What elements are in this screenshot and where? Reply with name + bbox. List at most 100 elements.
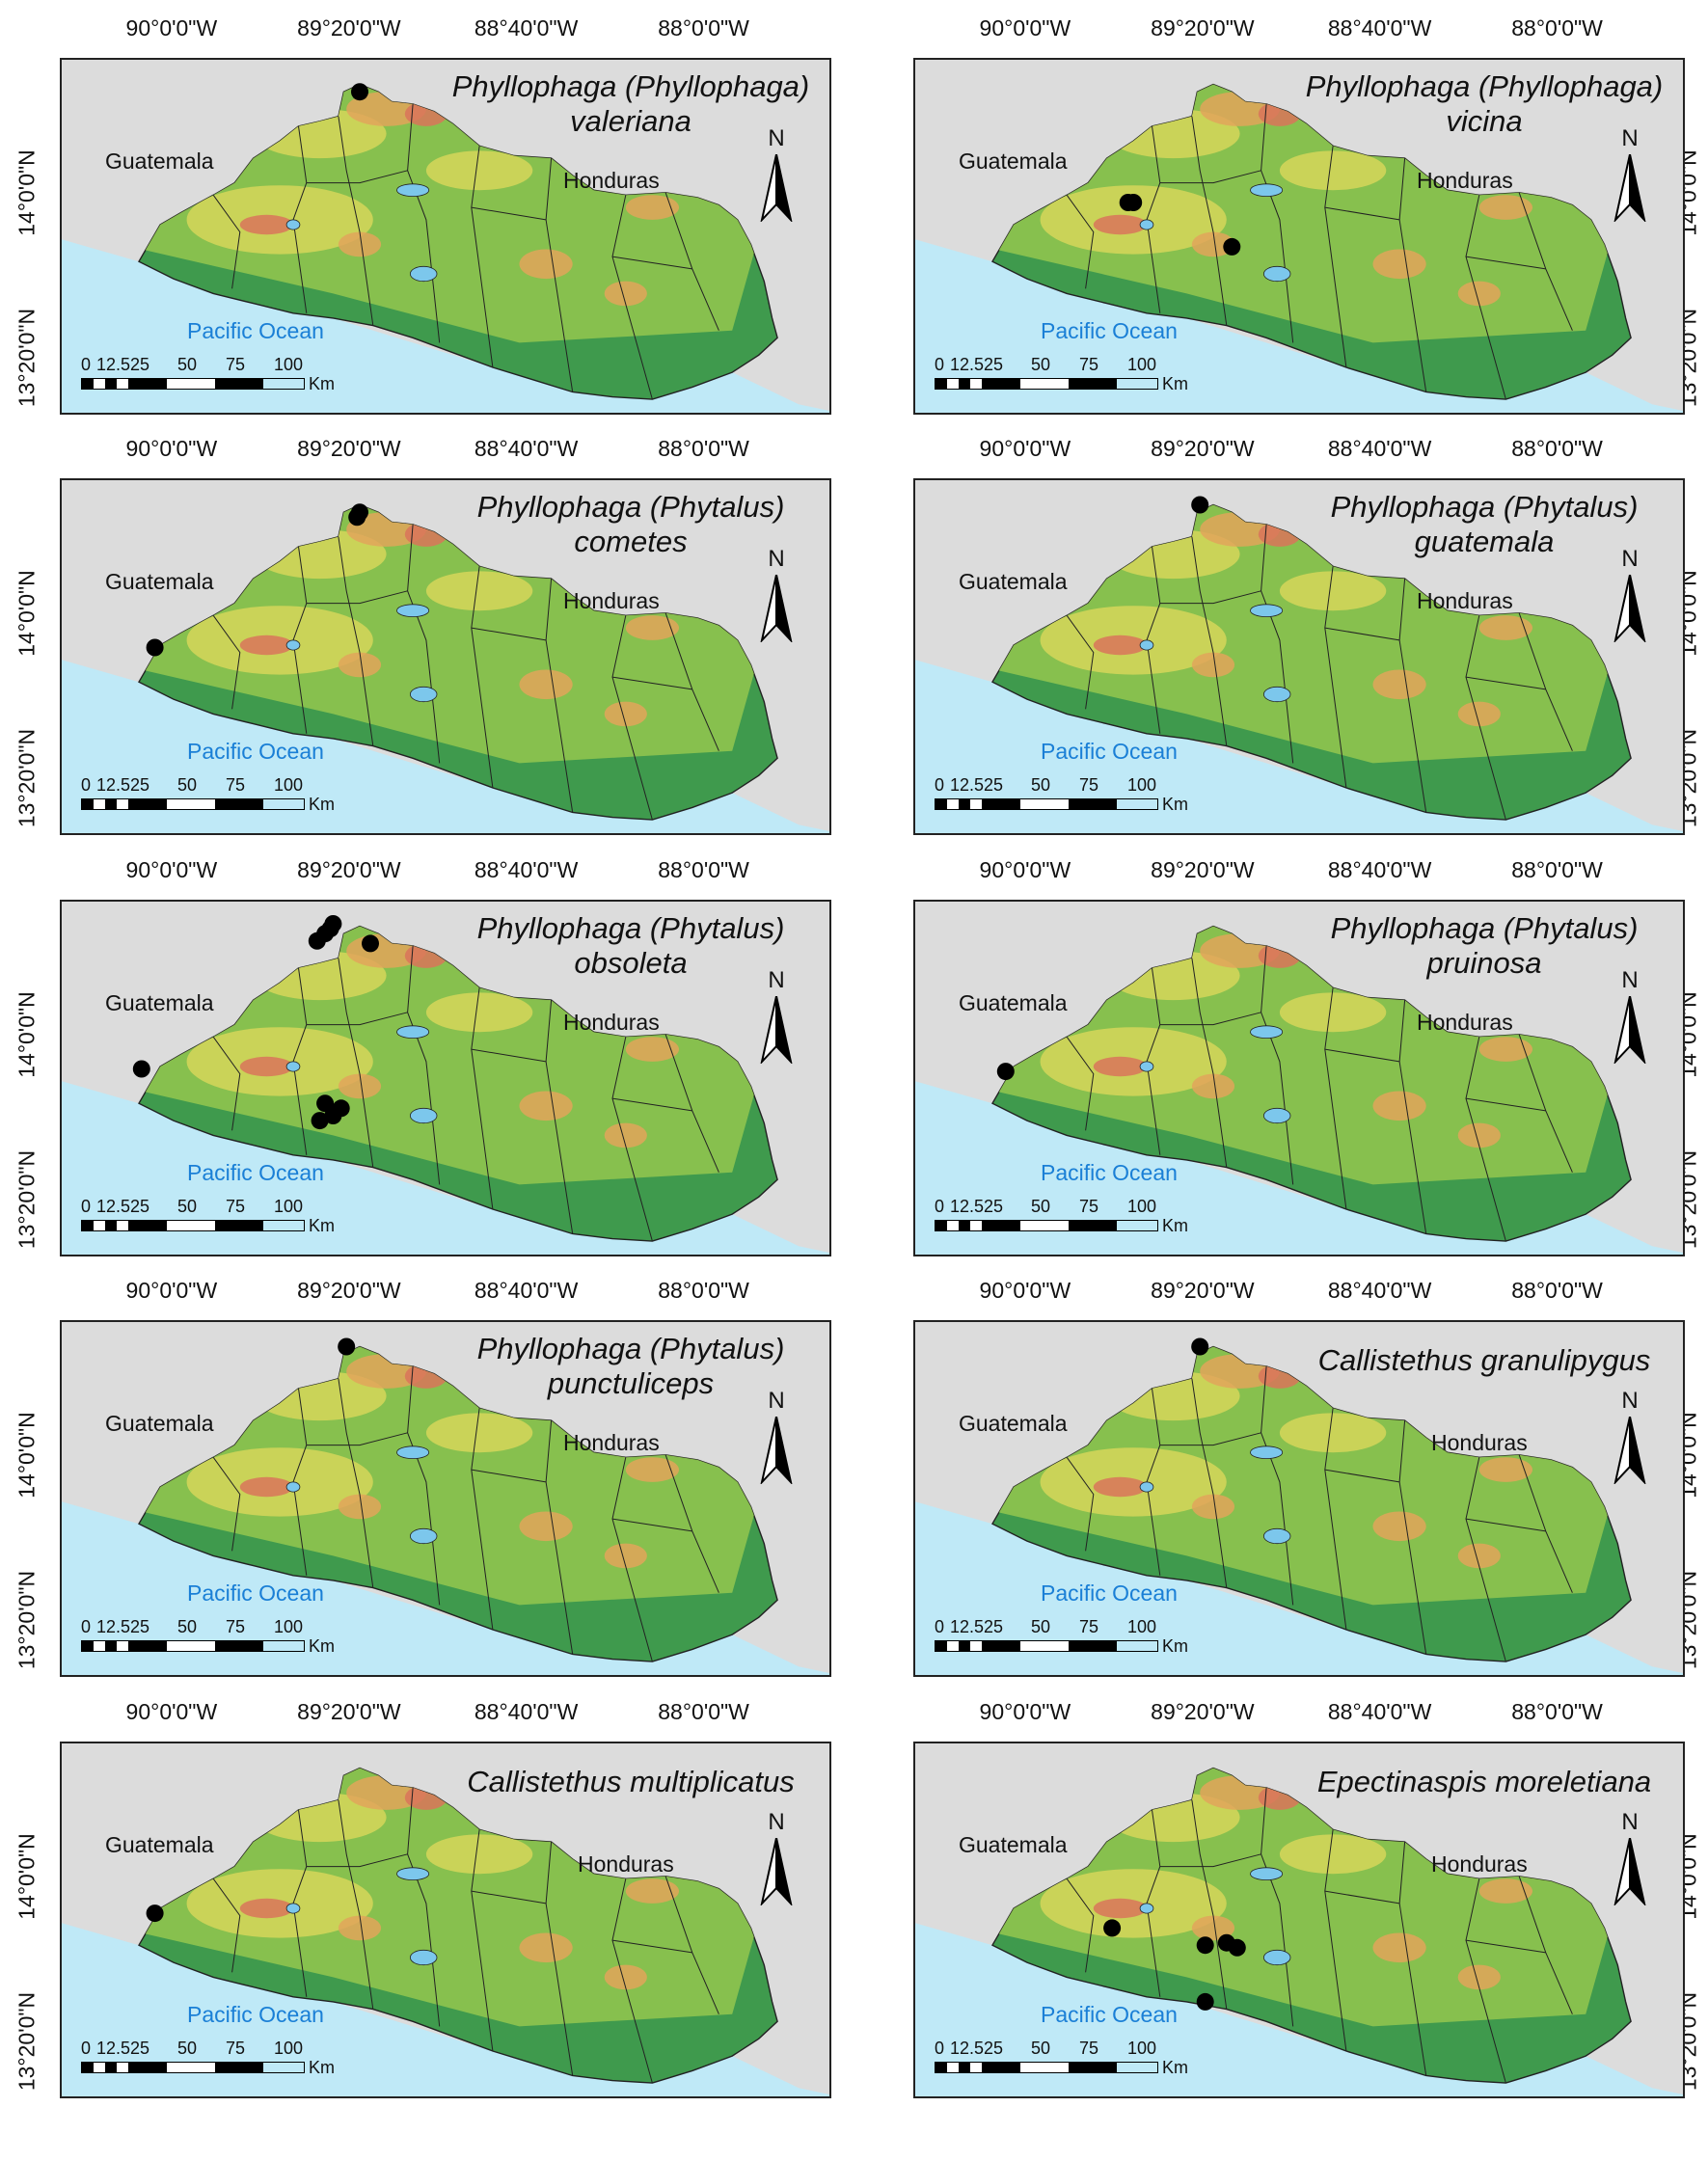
scale-tick-label: 75 — [1079, 355, 1099, 374]
scale-bar-segment — [167, 1221, 215, 1230]
scale-bar-segment — [959, 799, 970, 809]
scale-tick-label: 100 — [274, 355, 304, 374]
record-marker — [324, 915, 342, 932]
scale-bar-segment — [1020, 379, 1069, 389]
department-boundary — [306, 590, 408, 605]
longitude-label: 88°40'0"W — [474, 15, 579, 41]
scale-unit-label: Km — [309, 1216, 335, 1235]
scale-tick-label: 12.525 — [950, 2039, 1004, 2058]
department-boundary — [306, 1012, 408, 1026]
scale-bar-segment — [105, 2063, 117, 2072]
scale-bar-segment — [970, 1221, 982, 1230]
ocean-label: Pacific Ocean — [187, 2002, 324, 2027]
scale-tick-label: 12.525 — [96, 1197, 150, 1216]
department-boundary — [1191, 1799, 1228, 2010]
latitude-label: 14°0'0"N — [14, 149, 40, 237]
map-frame: Phyllophaga (Phytalus) cometes Guatemala Ho… — [60, 478, 831, 835]
scale-bar-segment — [128, 379, 167, 389]
scale-bar-graphic — [935, 798, 1158, 810]
longitude-label: 90°0'0"W — [125, 1699, 218, 1724]
scale-bar-graphic — [81, 1220, 305, 1231]
pacific-ocean-area — [915, 1501, 1683, 1675]
lake — [410, 686, 438, 703]
longitude-label: 88°0'0"W — [658, 1699, 749, 1724]
scale-tick-label: 100 — [1127, 355, 1157, 374]
longitude-label: 89°20'0"W — [297, 15, 401, 41]
longitude-label: 90°0'0"W — [125, 857, 218, 882]
scale-bar: 0 12.525 50 75 100 Km — [81, 1197, 335, 1241]
scale-bar-ticks: 0 12.525 50 75 100 — [935, 2039, 1185, 2058]
country-label-guatemala: Guatemala — [105, 990, 214, 1015]
scale-bar-segment — [128, 1221, 167, 1230]
country-label-honduras: Honduras — [1431, 1851, 1528, 1877]
scale-tick-label: 12.525 — [950, 1617, 1004, 1636]
scale-bar-segment — [128, 1641, 167, 1651]
longitude-label: 88°40'0"W — [1327, 857, 1432, 882]
scale-tick-label: 75 — [226, 1197, 246, 1216]
department-boundary — [611, 1457, 653, 1662]
pacific-ocean-area — [62, 1923, 829, 2096]
longitude-label: 88°40'0"W — [474, 857, 579, 882]
record-marker — [1191, 496, 1209, 514]
north-arrow-icon: N — [1611, 967, 1649, 1064]
ocean-label: Pacific Ocean — [187, 318, 324, 343]
record-marker — [316, 1094, 335, 1113]
longitude-label: 89°20'0"W — [297, 1278, 401, 1303]
longitude-label: 88°40'0"W — [1327, 1278, 1432, 1303]
scale-bar-ticks: 0 12.525 50 75 100 — [935, 1617, 1185, 1636]
country-label-guatemala: Guatemala — [959, 1832, 1068, 1857]
longitude-label: 89°20'0"W — [1151, 436, 1255, 461]
scale-bar-segment — [1020, 1221, 1069, 1230]
north-arrow-label: N — [1621, 125, 1639, 151]
scale-tick-label: 75 — [226, 2039, 246, 2058]
species-name-line: obsoleta — [574, 946, 688, 980]
department-boundary — [1146, 967, 1161, 1155]
department-boundary — [1465, 676, 1546, 690]
scale-bar-segment — [82, 1221, 94, 1230]
scale-bar: 0 12.525 50 75 100 Km — [935, 775, 1188, 820]
ocean-label: Pacific Ocean — [187, 1160, 324, 1185]
lake — [396, 183, 430, 198]
country-label-honduras: Honduras — [563, 1430, 660, 1455]
north-arrow-label: N — [1621, 967, 1639, 993]
scale-bar-segment — [94, 379, 105, 389]
north-arrow-graphic — [760, 154, 793, 222]
department-boundary — [306, 1432, 408, 1446]
lake — [285, 1061, 301, 1072]
scale-tick-label: 100 — [274, 1197, 304, 1216]
lake — [1263, 265, 1291, 283]
map-panel: 90°0'0"W 89°20'0"W 88°40'0"W 88°0'0"W 14°0'0… — [854, 436, 1701, 858]
lake — [285, 1903, 301, 1914]
ocean-label: Pacific Ocean — [187, 739, 324, 764]
lake — [1139, 1481, 1154, 1493]
map-frame: Phyllophaga (Phyllophaga) valeriana Guatem… — [60, 58, 831, 415]
north-arrow-icon: N — [1611, 125, 1649, 222]
map-canvas — [62, 915, 829, 1255]
map-canvas — [915, 496, 1683, 833]
department-boundary — [611, 256, 692, 270]
latitude-label: 13°20'0"N — [14, 1570, 40, 1669]
longitude-label: 88°0'0"W — [1511, 436, 1603, 461]
scale-tick-label: 12.525 — [950, 775, 1004, 795]
country-label-honduras: Honduras — [1417, 168, 1513, 193]
pacific-ocean-area — [62, 239, 829, 413]
department-boundary — [471, 1408, 494, 1631]
scale-tick-label: 0 — [935, 1197, 945, 1216]
latitude-label: 13°20'0"N — [14, 728, 40, 827]
pacific-ocean-area — [915, 239, 1683, 413]
scale-tick-label: 12.525 — [96, 355, 150, 374]
scale-bar-segment — [935, 1641, 947, 1651]
scale-bar-ticks: 0 12.525 50 75 100 — [81, 775, 332, 795]
scale-tick-label: 12.525 — [96, 2039, 150, 2058]
department-boundary — [1191, 536, 1228, 746]
scale-tick-label: 0 — [81, 1197, 92, 1216]
scale-tick-label: 75 — [226, 775, 246, 795]
scale-tick-label: 50 — [177, 1617, 198, 1636]
latitude-label: 13°20'0"N — [14, 1991, 40, 2091]
scale-bar-segment — [982, 1221, 1020, 1230]
lake — [410, 1949, 438, 1966]
country-label-guatemala: Guatemala — [105, 1411, 214, 1436]
scale-bar-segment — [935, 379, 947, 389]
scale-tick-label: 12.525 — [96, 775, 150, 795]
scale-tick-label: 0 — [81, 775, 92, 795]
